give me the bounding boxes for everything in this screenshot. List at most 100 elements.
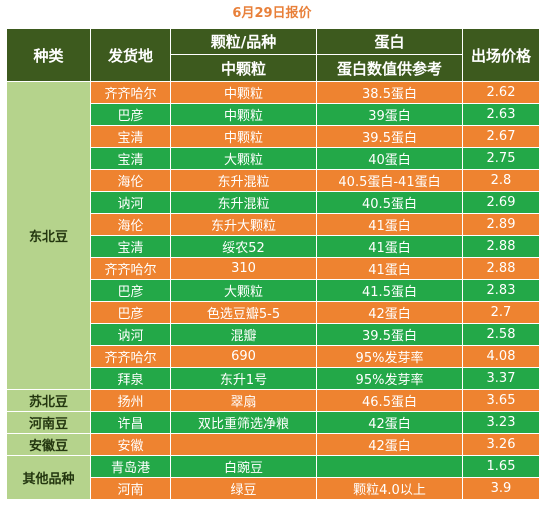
category-cell: 其他品种 — [6, 455, 91, 500]
grain-cell: 东升混粒 — [170, 169, 317, 192]
table-row: 讷河 东升混粒 40.5蛋白 2.69 — [7, 191, 540, 214]
table-row: 巴彦 大颗粒 41.5蛋白 2.83 — [7, 279, 540, 302]
protein-cell: 40.5蛋白-41蛋白 — [316, 169, 463, 192]
table-row: 齐齐哈尔 310 41蛋白 2.88 — [7, 257, 540, 280]
header-protein: 蛋白 — [316, 28, 463, 55]
origin-cell: 许昌 — [90, 411, 171, 434]
price-cell: 2.63 — [462, 103, 540, 126]
protein-cell: 42蛋白 — [316, 411, 463, 434]
protein-cell: 95%发芽率 — [316, 345, 463, 368]
price-cell: 3.23 — [462, 411, 540, 434]
price-cell: 2.75 — [462, 147, 540, 170]
table-row: 宝清 大颗粒 40蛋白 2.75 — [7, 147, 540, 170]
protein-cell: 41.5蛋白 — [316, 279, 463, 302]
price-cell: 3.9 — [462, 477, 540, 500]
table-row: 苏北豆 扬州 翠扇 46.5蛋白 3.65 — [6, 389, 540, 412]
origin-cell: 巴彦 — [90, 103, 171, 126]
grain-cell: 混瓣 — [170, 323, 317, 346]
grain-cell — [170, 433, 317, 456]
grain-cell: 310 — [170, 257, 317, 280]
grain-cell: 东升混粒 — [170, 191, 317, 214]
protein-cell: 41蛋白 — [316, 213, 463, 236]
protein-cell: 95%发芽率 — [316, 367, 463, 390]
grain-cell: 大颗粒 — [170, 147, 317, 170]
protein-cell: 46.5蛋白 — [316, 389, 463, 412]
price-table: 种类 发货地 颗粒/品种 蛋白 出场价格 中颗粒 蛋白数值供参考 东北豆 齐齐哈尔… — [6, 28, 540, 500]
protein-cell: 42蛋白 — [316, 433, 463, 456]
table-header: 种类 发货地 颗粒/品种 蛋白 出场价格 中颗粒 蛋白数值供参考 — [6, 28, 540, 82]
price-cell: 2.89 — [462, 213, 540, 236]
grain-cell: 翠扇 — [170, 389, 317, 412]
category-cell: 河南豆 — [6, 411, 91, 434]
protein-cell: 40蛋白 — [316, 147, 463, 170]
origin-cell: 齐齐哈尔 — [90, 257, 171, 280]
header-grain-sub: 中颗粒 — [170, 54, 317, 82]
category-cell: 苏北豆 — [6, 389, 91, 412]
table-body: 东北豆 齐齐哈尔 中颗粒 38.5蛋白 2.62 巴彦 中颗粒 39蛋白 2.63 宝清 中颗粒 39… — [6, 81, 540, 500]
price-cell: 2.88 — [462, 235, 540, 258]
origin-cell: 齐齐哈尔 — [90, 345, 171, 368]
price-cell: 2.62 — [462, 81, 540, 104]
origin-cell: 宝清 — [90, 235, 171, 258]
category-cell: 东北豆 — [6, 81, 91, 390]
grain-cell: 东升1号 — [170, 367, 317, 390]
price-cell: 2.88 — [462, 257, 540, 280]
table-row: 河南豆 许昌 双比重筛选净粮 42蛋白 3.23 — [6, 411, 540, 434]
origin-cell: 河南 — [90, 477, 171, 500]
table-row: 讷河 混瓣 39.5蛋白 2.58 — [7, 323, 540, 346]
origin-cell: 扬州 — [90, 389, 171, 412]
origin-cell: 拜泉 — [90, 367, 171, 390]
category-cell: 安徽豆 — [6, 433, 91, 456]
protein-cell: 颗粒4.0以上 — [316, 477, 463, 500]
origin-cell: 巴彦 — [90, 301, 171, 324]
price-cell: 2.8 — [462, 169, 540, 192]
table-row: 拜泉 东升1号 95%发芽率 3.37 — [7, 367, 540, 390]
table-row: 海伦 东升混粒 40.5蛋白-41蛋白 2.8 — [7, 169, 540, 192]
table-row: 河南 绿豆 颗粒4.0以上 3.9 — [7, 477, 540, 500]
grain-cell: 白豌豆 — [170, 455, 317, 478]
origin-cell: 巴彦 — [90, 279, 171, 302]
origin-cell: 青岛港 — [90, 455, 171, 478]
protein-cell: 42蛋白 — [316, 301, 463, 324]
header-protein-sub: 蛋白数值供参考 — [316, 54, 463, 82]
price-cell: 2.83 — [462, 279, 540, 302]
price-cell: 1.65 — [462, 455, 540, 478]
price-cell: 2.7 — [462, 301, 540, 324]
table-row: 其他品种 青岛港 白豌豆 1.65 — [6, 455, 540, 500]
table-row: 巴彦 中颗粒 39蛋白 2.63 — [7, 103, 540, 126]
grain-cell: 690 — [170, 345, 317, 368]
origin-cell: 海伦 — [90, 169, 171, 192]
origin-cell: 海伦 — [90, 213, 171, 236]
price-cell: 4.08 — [462, 345, 540, 368]
protein-cell: 41蛋白 — [316, 235, 463, 258]
grain-cell: 绥农52 — [170, 235, 317, 258]
page-title: 6月29日报价 — [232, 6, 312, 21]
grain-cell: 双比重筛选净粮 — [170, 411, 317, 434]
protein-cell: 39蛋白 — [316, 103, 463, 126]
origin-cell: 讷河 — [90, 323, 171, 346]
protein-cell: 39.5蛋白 — [316, 323, 463, 346]
grain-cell: 东升大颗粒 — [170, 213, 317, 236]
table-row: 宝清 绥农52 41蛋白 2.88 — [7, 235, 540, 258]
price-cell: 2.58 — [462, 323, 540, 346]
price-cell: 2.69 — [462, 191, 540, 214]
origin-cell: 齐齐哈尔 — [90, 81, 171, 104]
protein-cell: 41蛋白 — [316, 257, 463, 280]
header-grain: 颗粒/品种 — [170, 28, 317, 55]
price-cell: 3.37 — [462, 367, 540, 390]
origin-cell: 宝清 — [90, 147, 171, 170]
table-row: 海伦 东升大颗粒 41蛋白 2.89 — [7, 213, 540, 236]
grain-cell: 色选豆瓣5-5 — [170, 301, 317, 324]
grain-cell: 中颗粒 — [170, 103, 317, 126]
header-category: 种类 — [6, 28, 91, 82]
protein-cell: 39.5蛋白 — [316, 125, 463, 148]
price-cell: 3.65 — [462, 389, 540, 412]
table-row: 安徽豆 安徽 42蛋白 3.26 — [6, 433, 540, 456]
origin-cell: 讷河 — [90, 191, 171, 214]
grain-cell: 中颗粒 — [170, 81, 317, 104]
protein-cell: 38.5蛋白 — [316, 81, 463, 104]
grain-cell: 绿豆 — [170, 477, 317, 500]
price-cell: 3.26 — [462, 433, 540, 456]
table-row: 东北豆 齐齐哈尔 中颗粒 38.5蛋白 2.62 — [6, 81, 540, 390]
origin-cell: 宝清 — [90, 125, 171, 148]
